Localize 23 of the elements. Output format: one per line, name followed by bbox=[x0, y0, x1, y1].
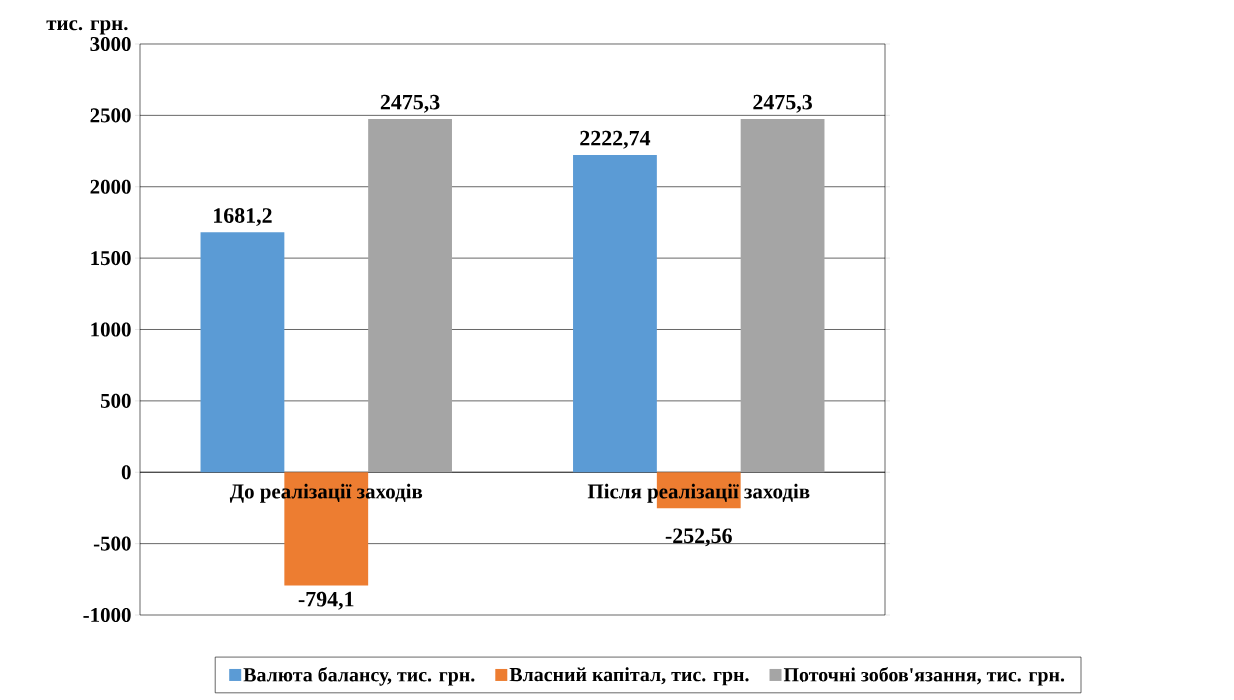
y-tick-label: 2500 bbox=[90, 108, 131, 123]
bar bbox=[740, 118, 825, 473]
data-label: 2475,3 bbox=[380, 94, 440, 113]
legend-label: Валюта балансу, тис. грн. bbox=[243, 667, 475, 686]
data-label: 1681,2 bbox=[214, 208, 272, 227]
legend-label: Власний капітал, тис. грн. bbox=[509, 667, 749, 686]
y-tick-label: 1500 bbox=[91, 251, 131, 266]
y-tick-label: 500 bbox=[100, 393, 131, 408]
y-tick-label: 2000 bbox=[90, 179, 131, 194]
y-tick-label: -1000 bbox=[83, 607, 131, 623]
y-tick-label: -500 bbox=[93, 536, 131, 551]
bar bbox=[368, 118, 452, 473]
data-label: -794,1 bbox=[298, 591, 354, 610]
data-label: 2222,74 bbox=[580, 130, 651, 149]
bar bbox=[573, 154, 657, 473]
y-tick-label: 3000 bbox=[90, 36, 131, 52]
y-tick-label: 1000 bbox=[91, 322, 131, 337]
data-label: -252,56 bbox=[665, 528, 732, 547]
data-label: 2475,3 bbox=[753, 94, 812, 113]
y-tick-label: 0 bbox=[121, 465, 131, 480]
bar bbox=[200, 232, 285, 473]
legend-label: Поточні зобов'язання, тис. грн. bbox=[783, 667, 1065, 686]
y-axis-title: тис. грн. bbox=[46, 20, 128, 35]
